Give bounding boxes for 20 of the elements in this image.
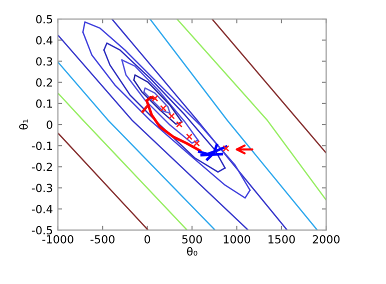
y-tick-label: 0.4 — [36, 36, 52, 45]
y-tick-label: 0.3 — [36, 57, 52, 66]
x-tick-label: 0 — [144, 235, 150, 244]
y-tick-label: 0.5 — [36, 15, 52, 24]
y-tick-label: -0.4 — [32, 204, 52, 214]
x-tick-label: -500 — [90, 235, 114, 244]
y-tick-label: 0 — [46, 120, 52, 129]
x-tick-label: 1500 — [268, 235, 295, 244]
x-tick-label: 1000 — [224, 235, 250, 244]
y-tick-label: -0.5 — [32, 226, 52, 234]
x-tick-label: 500 — [182, 235, 202, 244]
y-axis-title: θ₁ — [19, 120, 28, 130]
y-tick-label: 0.1 — [36, 99, 52, 108]
x-tick-label: -1000 — [42, 235, 74, 244]
y-tick-label: -0.1 — [32, 142, 52, 150]
x-axis-title: θ₀ — [187, 246, 198, 256]
x-tick-label: 2000 — [312, 235, 340, 244]
y-tick-label: -0.2 — [32, 162, 52, 172]
y-tick-label: 0.2 — [36, 78, 52, 87]
y-tick-label: -0.3 — [32, 184, 52, 192]
